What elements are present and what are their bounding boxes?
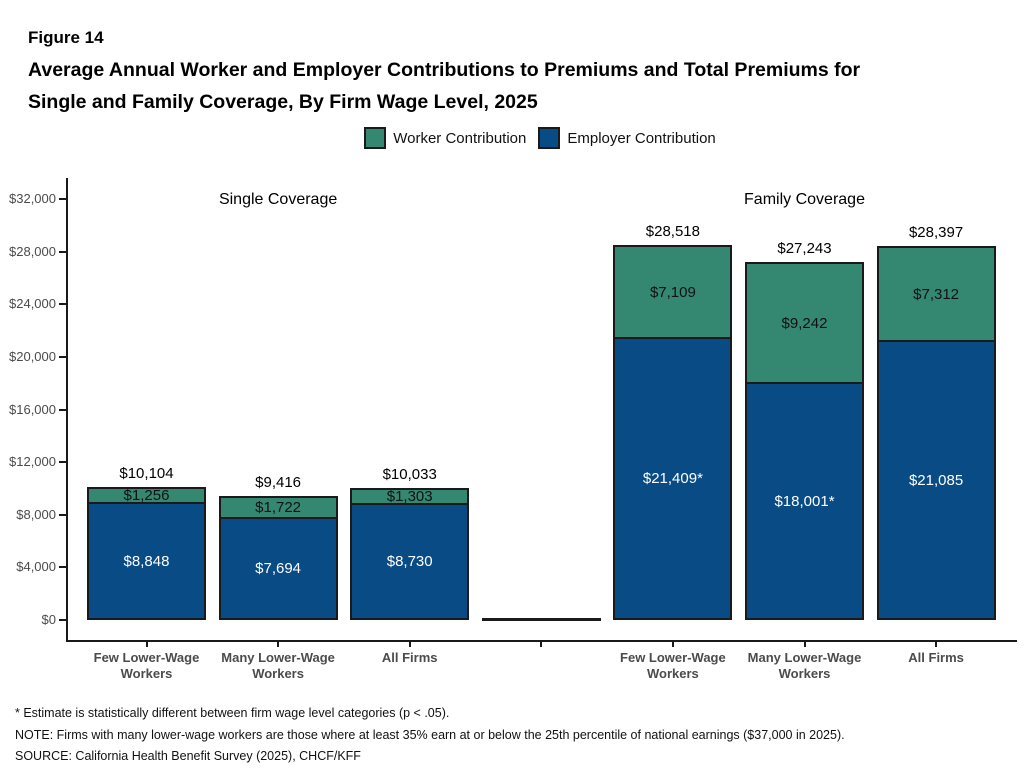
employer-contribution-segment: $8,730 bbox=[352, 505, 468, 618]
x-axis-category-label: Many Lower-Wage Workers bbox=[747, 650, 862, 681]
y-axis-tick bbox=[59, 303, 66, 306]
employer-contribution-segment: $21,085 bbox=[878, 342, 994, 618]
y-axis-tick bbox=[59, 461, 66, 464]
footnote-note: NOTE: Firms with many lower-wage workers… bbox=[15, 727, 845, 742]
stacked-bar: $1,303 $8,730 bbox=[350, 488, 470, 620]
y-axis-tick bbox=[59, 566, 66, 569]
legend: Worker Contribution Employer Contributio… bbox=[28, 127, 1024, 149]
y-axis-line bbox=[66, 178, 68, 642]
y-axis-tick bbox=[59, 250, 66, 253]
y-axis-tick-label: $0 bbox=[41, 612, 56, 627]
y-axis-tick-label: $28,000 bbox=[9, 243, 56, 259]
x-axis-tick bbox=[408, 642, 411, 647]
x-axis-tick bbox=[540, 642, 543, 647]
total-premium-label: $9,416 bbox=[255, 474, 302, 491]
legend-item-employer: Employer Contribution bbox=[538, 127, 716, 149]
total-premium-label: $10,104 bbox=[119, 465, 174, 482]
stacked-bar: $1,722 $7,694 bbox=[218, 496, 338, 620]
y-axis-tick-label: $32,000 bbox=[9, 191, 56, 206]
worker-contribution-segment: $1,722 bbox=[220, 498, 336, 519]
x-axis-category-label: Few Lower-Wage Workers bbox=[620, 650, 726, 681]
y-axis-tick bbox=[59, 198, 66, 200]
worker-contribution-label: Worker Contribution bbox=[393, 129, 527, 147]
figure-title-line1: Average Annual Worker and Employer Contr… bbox=[28, 59, 861, 81]
x-axis-line bbox=[66, 640, 1017, 642]
figure-number: Figure 14 bbox=[28, 28, 104, 47]
employer-contribution-segment: $21,409* bbox=[615, 339, 731, 618]
y-axis-tick-label: $12,000 bbox=[9, 454, 56, 470]
stacked-bar: $9,242 $18,001* bbox=[745, 262, 864, 620]
x-axis-category-label: All Firms bbox=[908, 650, 964, 665]
y-axis-tick-label: $20,000 bbox=[9, 348, 56, 364]
x-axis-tick bbox=[145, 642, 148, 647]
total-premium-label: $27,243 bbox=[777, 240, 832, 257]
x-axis-category-label: Few Lower-Wage Workers bbox=[93, 650, 200, 681]
x-axis-category-label: All Firms bbox=[381, 650, 438, 665]
y-axis-tick bbox=[59, 619, 66, 621]
y-axis-tick-label: $16,000 bbox=[9, 401, 56, 417]
y-axis-tick bbox=[59, 513, 66, 516]
x-axis-tick bbox=[935, 642, 938, 647]
worker-contribution-segment: $1,303 bbox=[352, 489, 468, 505]
y-axis-tick bbox=[59, 408, 66, 411]
group-title: Family Coverage bbox=[744, 191, 865, 208]
worker-contribution-segment: $7,312 bbox=[878, 248, 994, 342]
employer-contribution-segment: $7,694 bbox=[220, 519, 336, 618]
stacked-bar: $1,256 $8,848 bbox=[87, 487, 206, 620]
y-axis-tick-label: $24,000 bbox=[9, 296, 56, 312]
stacked-bar: $7,109 $21,409* bbox=[613, 245, 733, 620]
zero-value-bar bbox=[481, 618, 601, 621]
total-premium-label: $10,033 bbox=[382, 466, 437, 483]
employer-contribution-label: Employer Contribution bbox=[567, 129, 716, 147]
worker-contribution-segment: $9,242 bbox=[747, 264, 862, 384]
x-axis-tick bbox=[671, 642, 674, 647]
y-axis-tick bbox=[59, 355, 66, 358]
x-axis-tick bbox=[277, 642, 280, 647]
y-axis-tick-label: $4,000 bbox=[16, 559, 56, 575]
legend-item-worker: Worker Contribution bbox=[364, 127, 526, 149]
x-axis-tick bbox=[803, 642, 806, 647]
employer-contribution-swatch bbox=[538, 127, 561, 149]
group-title: Single Coverage bbox=[218, 191, 338, 208]
total-premium-label: $28,397 bbox=[908, 224, 964, 241]
footnotes: * Estimate is statistically different be… bbox=[15, 703, 845, 768]
worker-contribution-swatch bbox=[364, 127, 387, 149]
figure-title-line2: Single and Family Coverage, By Firm Wage… bbox=[28, 91, 538, 113]
footnote-significance: * Estimate is statistically different be… bbox=[15, 706, 450, 720]
worker-contribution-segment: $1,256 bbox=[89, 488, 204, 504]
total-premium-label: $28,518 bbox=[645, 223, 700, 240]
employer-contribution-segment: $18,001* bbox=[747, 384, 862, 618]
employer-contribution-segment: $8,848 bbox=[89, 504, 204, 618]
stacked-bar: $7,312 $21,085 bbox=[876, 246, 996, 620]
y-axis-tick-label: $8,000 bbox=[16, 506, 56, 522]
worker-contribution-segment: $7,109 bbox=[615, 247, 731, 339]
footnote-source: SOURCE: California Health Benefit Survey… bbox=[15, 749, 361, 763]
x-axis-category-label: Many Lower-Wage Workers bbox=[221, 650, 335, 681]
